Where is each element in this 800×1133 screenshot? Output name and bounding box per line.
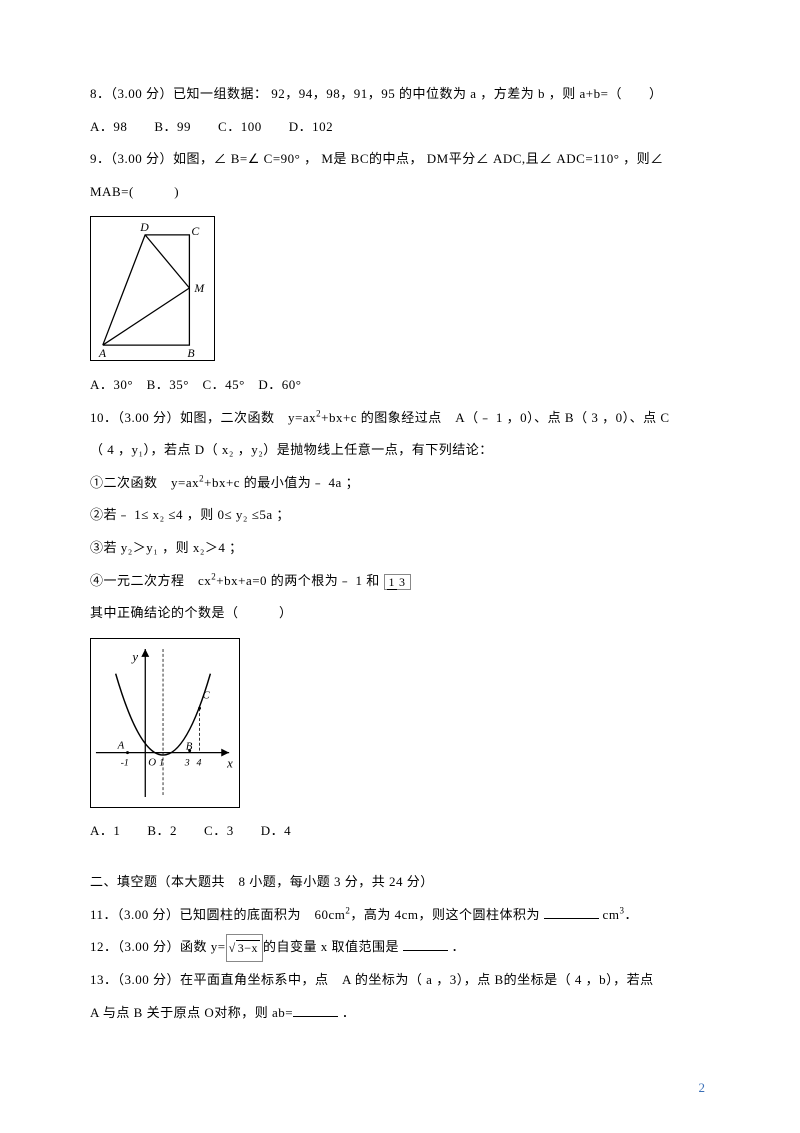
q11: 11．（3.00 分）已知圆柱的底面积为 60cm2，高为 4cm，则这个圆柱体…: [90, 901, 710, 930]
fraction-1-3: 13: [384, 574, 411, 590]
q8-text: 8．（3.00 分）已知一组数据： 92，94，98，91，95 的中位数为 a…: [90, 80, 710, 109]
q10-s4b: +bx+a=0 的两个根为﹣ 1 和: [216, 573, 380, 588]
q10-t1a: 10．（3.00 分）如图，二次函数 y=ax: [90, 410, 316, 425]
frac-n: 1: [387, 575, 398, 590]
q10-figure: y x O A B C -1 1 3 4: [90, 638, 240, 808]
q10-s4: ④一元二次方程 cx2+bx+a=0 的两个根为﹣ 1 和 13: [90, 567, 710, 596]
q11-blank[interactable]: [544, 906, 599, 919]
frac-d: 3: [397, 575, 408, 589]
q12-a: 12．（3.00 分）函数 y=: [90, 939, 226, 954]
svg-text:C: C: [191, 224, 199, 238]
q11-a: 11．（3.00 分）已知圆柱的底面积为 60cm: [90, 907, 345, 922]
q12-b: 的自变量 x 取值范围是: [263, 939, 403, 954]
svg-text:D: D: [139, 220, 149, 234]
svg-text:-1: -1: [121, 757, 129, 768]
q10-s4a: ④一元二次方程 cx: [90, 573, 211, 588]
q10-options: A．1 B．2 C．3 D．4: [90, 817, 710, 846]
svg-text:B: B: [187, 346, 194, 360]
svg-text:M: M: [193, 281, 205, 295]
svg-text:y: y: [130, 650, 138, 664]
svg-text:C: C: [202, 689, 210, 701]
q13-c: ．: [338, 1005, 355, 1020]
q10-text-3: 其中正确结论的个数是（ ）: [90, 599, 710, 628]
q11-d: ．: [624, 907, 638, 922]
q10-text-1: 10．（3.00 分）如图，二次函数 y=ax2+bx+c 的图象经过点 A（﹣…: [90, 404, 710, 433]
q13-a: 13．（3.00 分）在平面直角坐标系中，点 A 的坐标为（ a ，3），点 B…: [90, 966, 710, 995]
sqrt-rad: 3−x: [236, 940, 260, 955]
q12-c: ．: [448, 939, 465, 954]
q9-figure: A B C D M: [90, 216, 215, 361]
svg-text:O: O: [148, 756, 156, 768]
q10-s2: ②若﹣ 1≤ x₂ ≤4 ，则 0≤ y₂ ≤5a ；: [90, 501, 710, 530]
q10-s1b: +bx+c 的最小值为﹣ 4a ；: [204, 475, 359, 490]
q12-blank[interactable]: [403, 938, 448, 951]
q13-line2: A 与点 B 关于原点 O对称，则 ab= ．: [90, 999, 710, 1028]
q13-b: A 与点 B 关于原点 O对称，则 ab=: [90, 1005, 293, 1020]
svg-text:x: x: [226, 756, 233, 770]
svg-text:A: A: [98, 346, 107, 360]
q11-b: ，高为 4cm，则这个圆柱体积为: [350, 907, 543, 922]
q11-c: cm: [599, 907, 620, 922]
q13-blank[interactable]: [293, 1004, 338, 1017]
q12: 12．（3.00 分）函数 y=√3−x的自变量 x 取值范围是 ．: [90, 933, 710, 962]
svg-text:4: 4: [197, 757, 202, 768]
q10-s3: ③若 y₂＞y₁ ，则 x₂＞4 ；: [90, 534, 710, 563]
section-2-heading: 二、填空题（本大题共 8 小题，每小题 3 分，共 24 分）: [90, 868, 710, 897]
q8-options: A．98 B．99 C．100 D．102: [90, 113, 710, 142]
page-number: 2: [699, 1074, 706, 1103]
svg-text:3: 3: [184, 757, 190, 768]
q10-t1b: +bx+c 的图象经过点 A（﹣ 1 ，0）、点 B（ 3 ，0）、点 C: [321, 410, 669, 425]
q10-s1: ①二次函数 y=ax2+bx+c 的最小值为﹣ 4a ；: [90, 469, 710, 498]
q9-options: A．30° B．35° C．45° D．60°: [90, 371, 710, 400]
q9-text-2: MAB=( ): [90, 178, 710, 207]
sqrt-3-x: √3−x: [226, 934, 263, 962]
svg-text:1: 1: [159, 757, 164, 768]
svg-text:A: A: [117, 739, 125, 751]
q9-text-1: 9．（3.00 分）如图，∠ B=∠ C=90° ， M是 BC的中点， DM平…: [90, 145, 710, 174]
q10-text-2: （ 4 ，y₁），若点 D（ x₂ ，y₂）是抛物线上任意一点，有下列结论：: [90, 436, 710, 465]
q10-s1a: ①二次函数 y=ax: [90, 475, 199, 490]
